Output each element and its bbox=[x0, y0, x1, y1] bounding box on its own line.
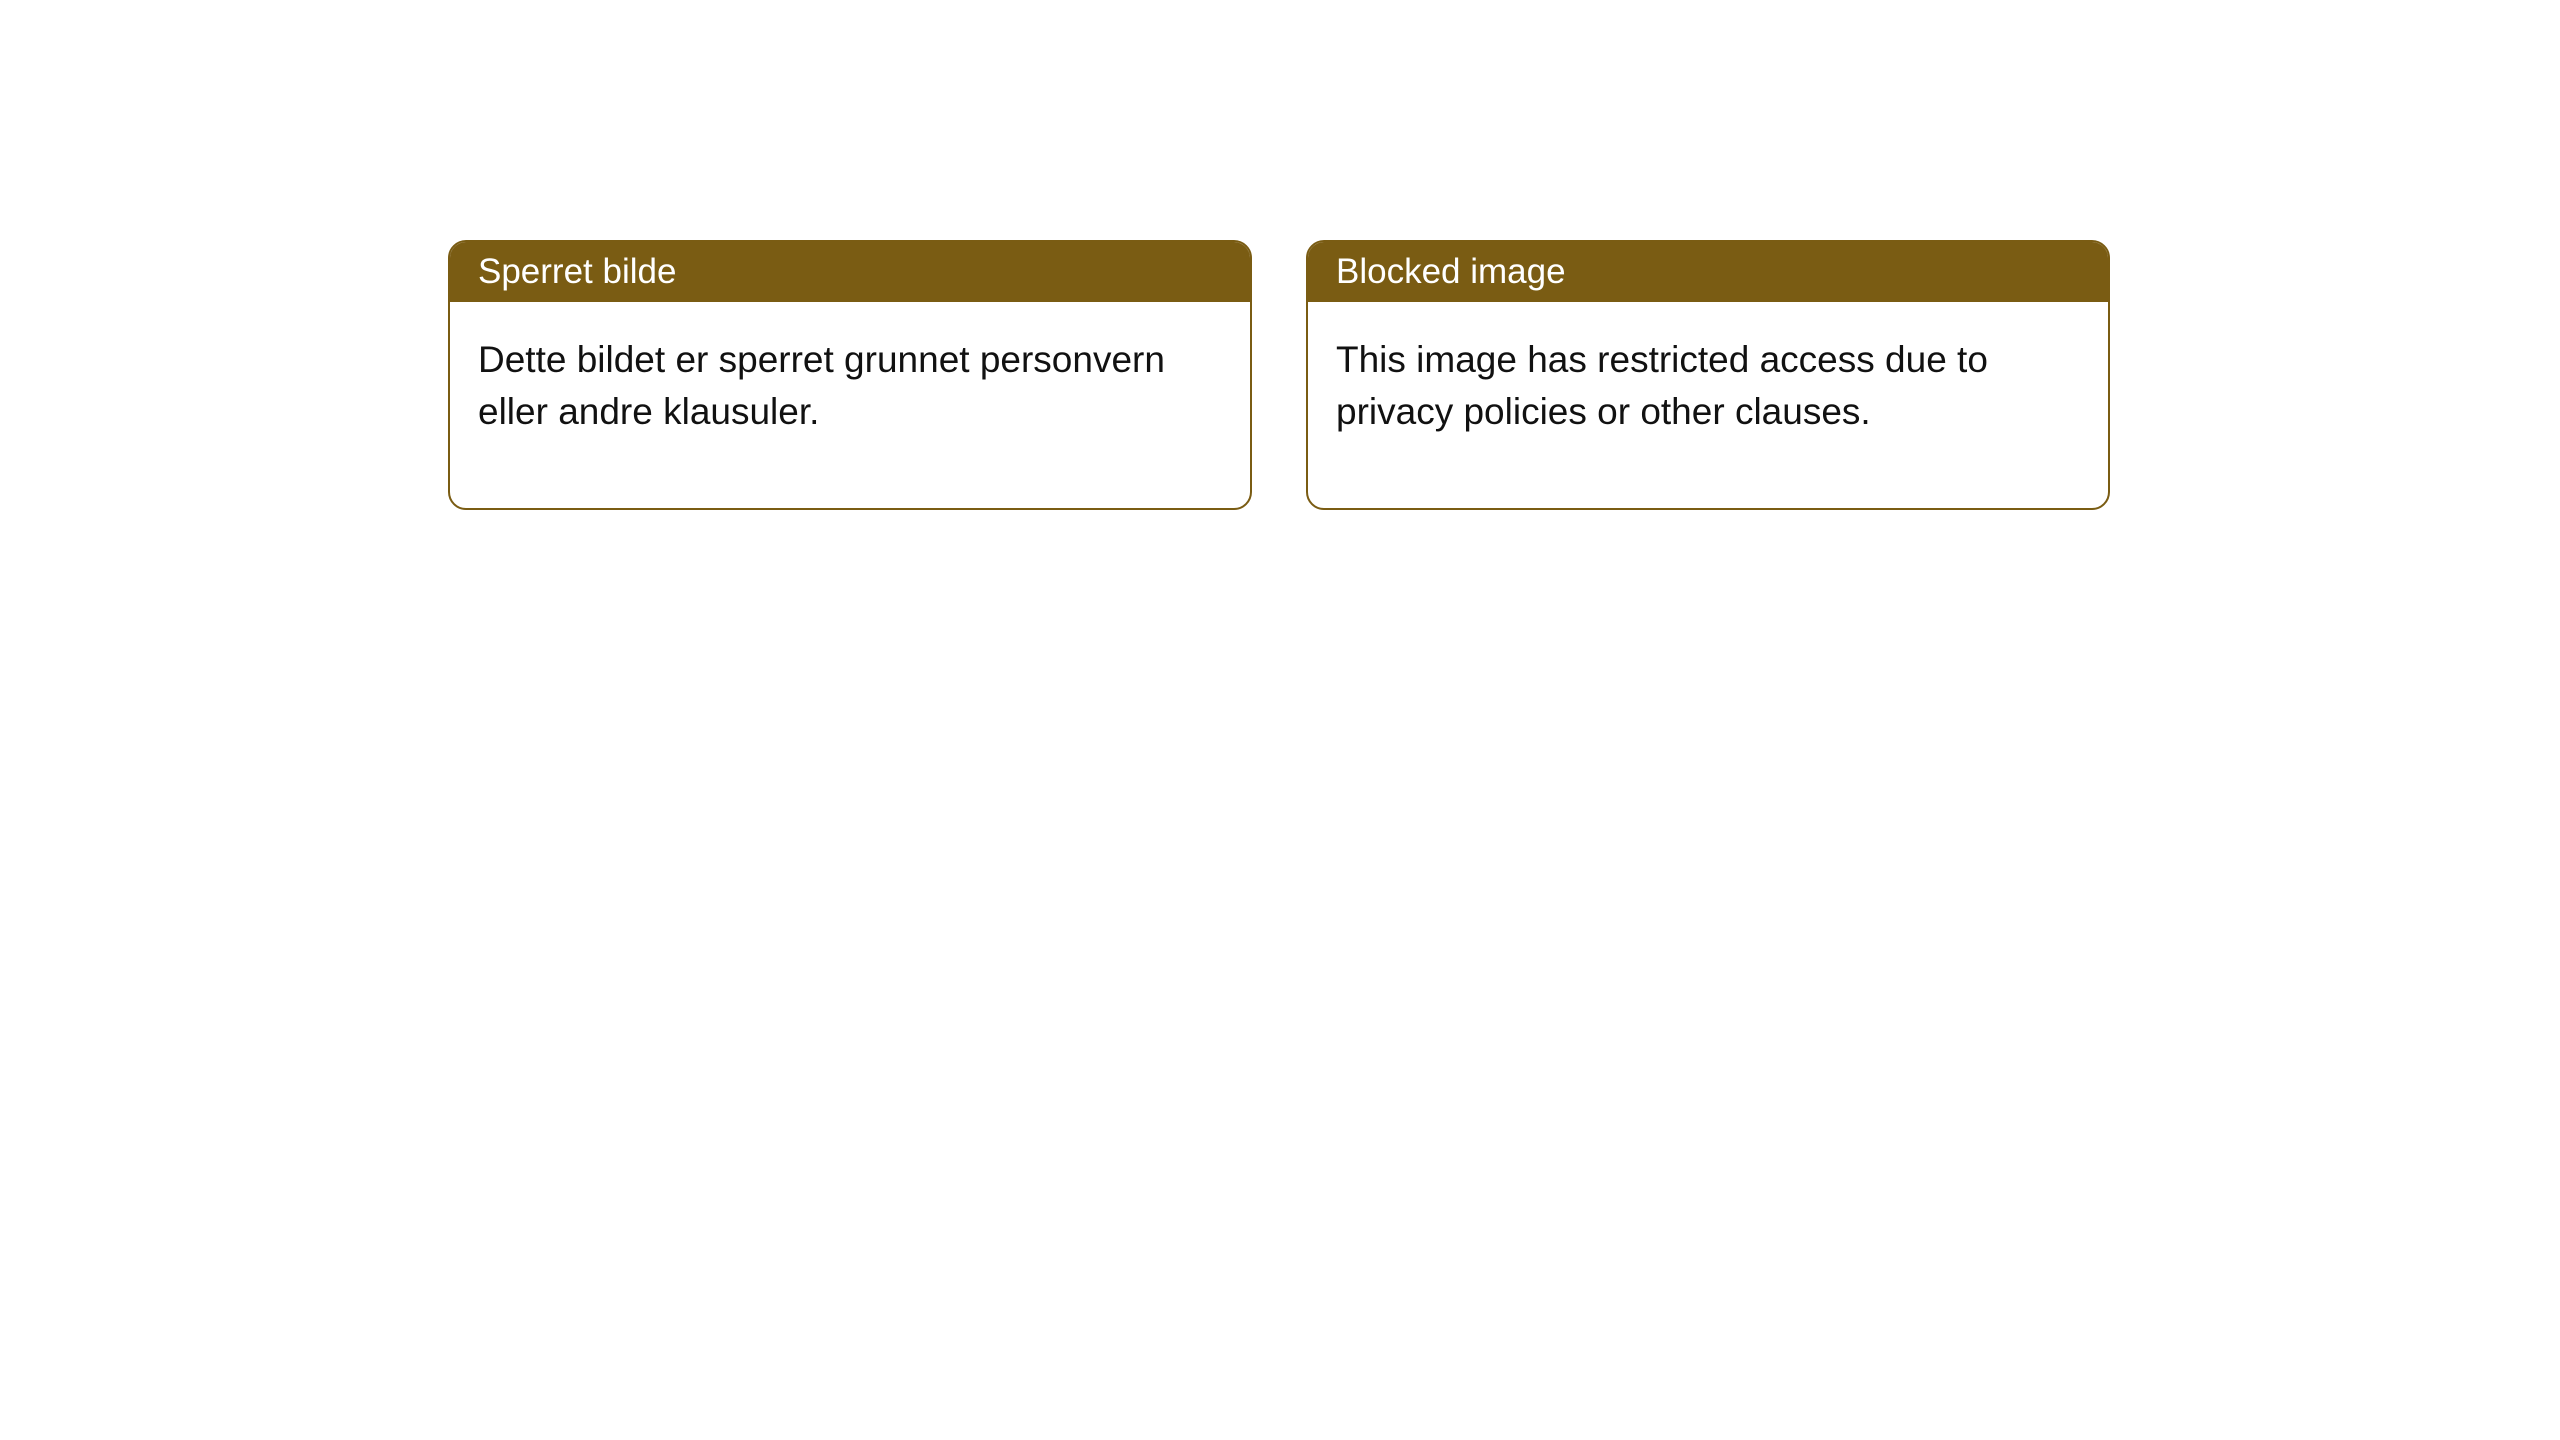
notice-body: Dette bildet er sperret grunnet personve… bbox=[450, 302, 1250, 508]
notice-container: Sperret bilde Dette bildet er sperret gr… bbox=[0, 0, 2560, 510]
notice-card-norwegian: Sperret bilde Dette bildet er sperret gr… bbox=[448, 240, 1252, 510]
notice-text: This image has restricted access due to … bbox=[1336, 339, 1988, 432]
notice-header: Sperret bilde bbox=[450, 242, 1250, 302]
notice-text: Dette bildet er sperret grunnet personve… bbox=[478, 339, 1165, 432]
notice-body: This image has restricted access due to … bbox=[1308, 302, 2108, 508]
notice-title: Sperret bilde bbox=[478, 252, 676, 291]
notice-card-english: Blocked image This image has restricted … bbox=[1306, 240, 2110, 510]
notice-header: Blocked image bbox=[1308, 242, 2108, 302]
notice-title: Blocked image bbox=[1336, 252, 1566, 291]
